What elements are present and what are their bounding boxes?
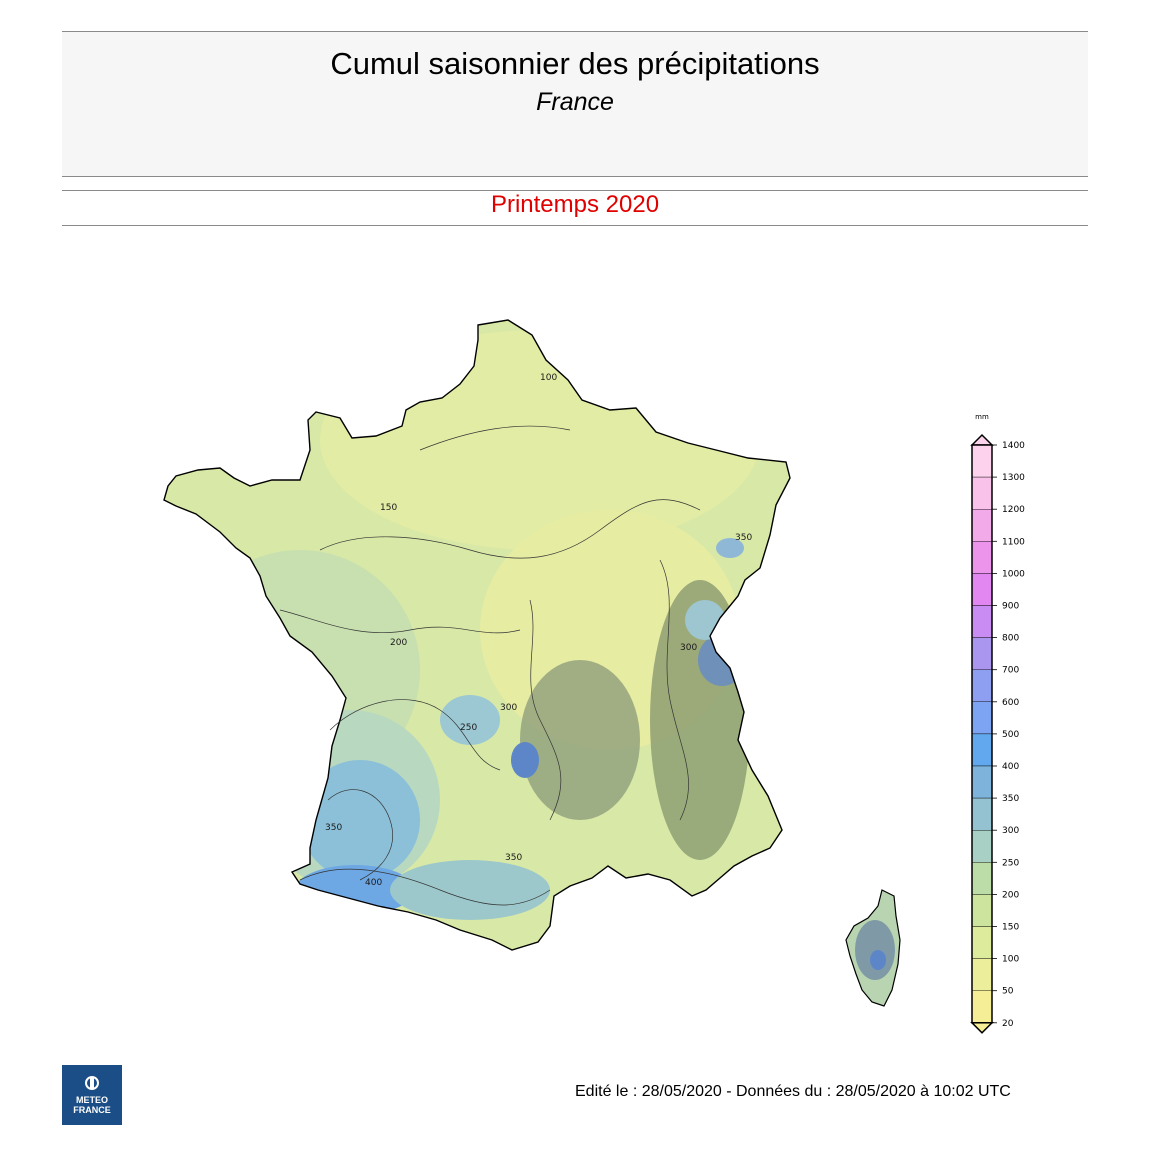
logo-symbol-icon — [85, 1076, 99, 1090]
legend-swatch — [971, 701, 993, 735]
contour-labels: 150 100 200 250 300 350 350 400 350 300 — [325, 373, 752, 888]
legend-swatch — [971, 637, 993, 670]
mainland-fill — [164, 320, 790, 950]
period-label: Printemps 2020 — [490, 191, 660, 218]
legend-swatch — [971, 669, 993, 703]
legend-swatch — [971, 573, 993, 606]
legend-swatch — [971, 894, 993, 927]
legend-swatch — [971, 765, 993, 799]
legend-label: 350 — [1002, 794, 1019, 804]
legend-label: 1000 — [1002, 569, 1025, 579]
svg-text:250: 250 — [460, 723, 477, 733]
legend-swatch — [971, 926, 993, 959]
legend-swatch — [971, 508, 993, 542]
legend-label: 1200 — [1002, 505, 1025, 515]
legend-unit: mm — [975, 413, 989, 421]
divider-top — [62, 190, 1088, 191]
legend-label: 20 — [1002, 1019, 1014, 1029]
legend-swatch — [971, 958, 993, 991]
legend-label: 200 — [1002, 890, 1019, 900]
logo-line2: FRANCE — [73, 1105, 111, 1115]
legend-label: 1400 — [1002, 441, 1025, 451]
footer-edition-info: Edité le : 28/05/2020 - Données du : 28/… — [575, 1083, 1011, 1100]
corsica-outline — [845, 889, 901, 1007]
color-scale-legend: mm 1400 1300 1200 1100 1000 900 800 700 600 500 40… — [970, 413, 1025, 1034]
divider-bottom — [62, 225, 1088, 226]
header-box: Cumul saisonnier des précipitations Fran… — [62, 31, 1088, 177]
legend-label: 150 — [1002, 923, 1019, 933]
legend-swatch — [971, 541, 993, 574]
svg-text:350: 350 — [505, 853, 522, 863]
legend-swatch — [971, 476, 993, 510]
svg-text:100: 100 — [540, 373, 557, 383]
map-title: Cumul saisonnier des précipitations — [330, 46, 820, 81]
legend-label: 900 — [1002, 602, 1019, 612]
legend-bottom-arrow — [970, 1022, 994, 1034]
legend-swatch — [971, 830, 993, 863]
legend-label: 1100 — [1002, 537, 1025, 547]
legend-swatch — [971, 444, 993, 478]
svg-text:350: 350 — [325, 823, 342, 833]
legend-swatch — [971, 733, 993, 767]
legend-swatch — [971, 797, 993, 831]
legend-label: 1300 — [1002, 473, 1025, 483]
legend-swatch — [971, 605, 993, 638]
logo-line1: METEO — [75, 1095, 108, 1105]
legend-label: 300 — [1002, 826, 1019, 836]
legend-label: 500 — [1002, 730, 1019, 740]
legend-top-arrow — [970, 433, 994, 446]
legend-label: 600 — [1002, 698, 1019, 708]
meteo-france-logo-icon: METEO FRANCE — [62, 1065, 122, 1125]
legend-label: 700 — [1002, 666, 1019, 676]
legend-label: 250 — [1002, 858, 1019, 868]
legend-label: 400 — [1002, 762, 1019, 772]
svg-text:150: 150 — [380, 503, 397, 513]
svg-text:300: 300 — [680, 643, 697, 653]
svg-text:300: 300 — [500, 703, 517, 713]
legend-label: 100 — [1002, 955, 1019, 965]
svg-text:200: 200 — [390, 638, 407, 648]
legend-swatch — [971, 862, 993, 895]
svg-text:400: 400 — [365, 878, 382, 888]
legend-swatch — [971, 990, 993, 1024]
contour-lines — [279, 425, 701, 906]
legend-label: 800 — [1002, 634, 1019, 644]
precipitation-map: 150 100 200 250 300 350 350 400 350 300 — [163, 319, 901, 1007]
map-subtitle: France — [536, 88, 614, 116]
svg-text:350: 350 — [735, 533, 752, 543]
legend-label: 50 — [1002, 987, 1014, 997]
